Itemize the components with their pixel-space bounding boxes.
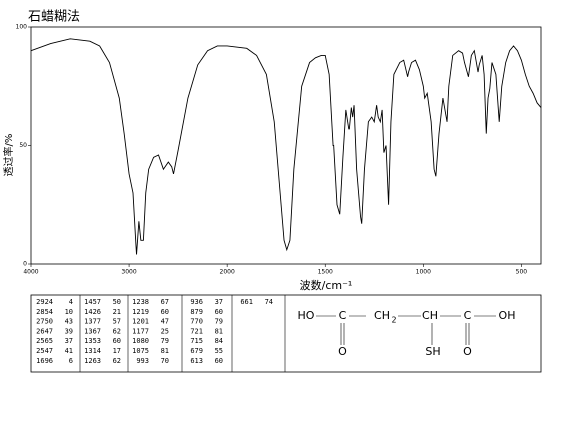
peak-transmittance: 43 [65, 318, 73, 326]
x-tick-label: 2000 [220, 269, 235, 276]
peak-wavenumber: 1238 [132, 298, 149, 306]
peak-wavenumber: 1696 [36, 357, 53, 365]
peak-wavenumber: 1377 [84, 318, 101, 326]
structure-atom: O [463, 345, 472, 358]
peak-transmittance: 60 [161, 308, 169, 316]
peak-transmittance: 62 [113, 327, 121, 335]
peak-transmittance: 37 [215, 298, 223, 306]
structure-atom: 2 [391, 316, 396, 325]
peak-transmittance: 79 [215, 318, 223, 326]
y-tick-label: 50 [19, 142, 27, 149]
structure-atom: HO [298, 309, 315, 322]
peak-wavenumber: 2924 [36, 298, 53, 306]
structure-atom: O [338, 345, 347, 358]
peak-transmittance: 10 [65, 308, 73, 316]
peak-wavenumber: 661 [240, 298, 253, 306]
peak-wavenumber: 2547 [36, 347, 53, 355]
chart-title: 石蜡糊法 [28, 9, 80, 25]
peak-transmittance: 6 [69, 357, 73, 365]
peak-wavenumber: 1075 [132, 347, 149, 355]
peak-wavenumber: 1177 [132, 327, 149, 335]
peak-wavenumber: 1219 [132, 308, 149, 316]
peak-wavenumber: 1457 [84, 298, 101, 306]
table-frame [30, 294, 542, 373]
peak-transmittance: 4 [69, 298, 73, 306]
x-tick-label: 1500 [318, 269, 333, 276]
structure-atom: CH [422, 309, 438, 322]
y-axis-label: 透过率/% [2, 134, 15, 177]
y-tick-label: 100 [16, 24, 28, 31]
peak-wavenumber: 1263 [84, 357, 101, 365]
peak-transmittance: 60 [215, 357, 223, 365]
x-axis-label: 波数/cm⁻¹ [300, 279, 353, 292]
structure-atom: CH [374, 309, 390, 322]
peak-wavenumber: 879 [190, 308, 203, 316]
x-tick-label: 4000 [23, 269, 38, 276]
spectrum-line [30, 38, 542, 255]
x-tick-label: 3000 [121, 269, 136, 276]
peak-wavenumber: 1080 [132, 337, 149, 345]
structure-atom: C [339, 309, 347, 322]
peak-wavenumber: 1426 [84, 308, 101, 316]
peak-wavenumber: 770 [190, 318, 203, 326]
peak-wavenumber: 613 [190, 357, 203, 365]
peak-transmittance: 62 [113, 357, 121, 365]
peak-transmittance: 79 [161, 337, 169, 345]
peak-transmittance: 50 [113, 298, 121, 306]
peak-wavenumber: 721 [190, 327, 203, 335]
peak-transmittance: 57 [113, 318, 121, 326]
peak-wavenumber: 1314 [84, 347, 101, 355]
peak-transmittance: 37 [65, 337, 73, 345]
peak-transmittance: 60 [113, 337, 121, 345]
peak-transmittance: 84 [215, 337, 223, 345]
peak-transmittance: 55 [215, 347, 223, 355]
peak-transmittance: 81 [161, 347, 169, 355]
y-tick-label: 0 [23, 261, 27, 268]
structure-atom: C [464, 309, 472, 322]
peak-transmittance: 67 [161, 298, 169, 306]
peak-wavenumber: 1367 [84, 327, 101, 335]
peak-transmittance: 70 [161, 357, 169, 365]
peak-transmittance: 41 [65, 347, 73, 355]
peak-wavenumber: 2750 [36, 318, 53, 326]
structure-atom: OH [499, 309, 516, 322]
peak-transmittance: 17 [113, 347, 121, 355]
structure-atom: SH [425, 345, 440, 358]
structure-bonds [316, 315, 496, 345]
peak-wavenumber: 936 [190, 298, 203, 306]
peak-transmittance: 47 [161, 318, 169, 326]
x-tick-label: 500 [516, 269, 528, 276]
peak-wavenumber: 993 [136, 357, 149, 365]
peak-transmittance: 74 [265, 298, 273, 306]
peak-wavenumber: 679 [190, 347, 203, 355]
peak-transmittance: 60 [215, 308, 223, 316]
peak-wavenumber: 1201 [132, 318, 149, 326]
peak-transmittance: 81 [215, 327, 223, 335]
peak-wavenumber: 2647 [36, 327, 53, 335]
peak-wavenumber: 2565 [36, 337, 53, 345]
peak-wavenumber: 1353 [84, 337, 101, 345]
peak-transmittance: 21 [113, 308, 121, 316]
peak-wavenumber: 715 [190, 337, 203, 345]
peak-wavenumber: 2854 [36, 308, 53, 316]
peak-transmittance: 25 [161, 327, 169, 335]
peak-transmittance: 39 [65, 327, 73, 335]
x-tick-label: 1000 [416, 269, 431, 276]
